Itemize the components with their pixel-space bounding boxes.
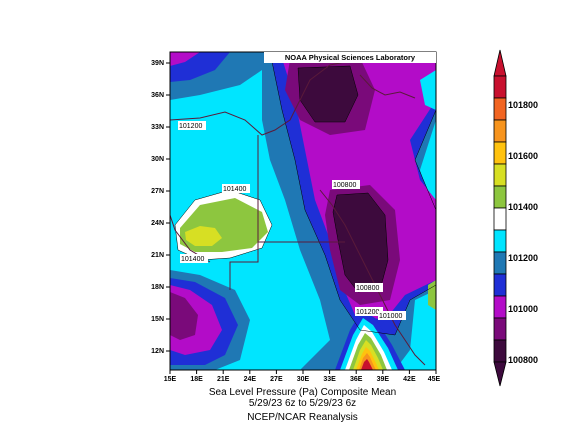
lon-tick: 42E	[403, 376, 416, 383]
lon-tick: 27E	[270, 376, 283, 383]
colorbar-arrow-bottom	[493, 361, 507, 387]
lat-tick-labels: 39N 36N 33N 30N 27N 24N 21N 18N 15N 12N	[151, 60, 164, 355]
colorbar-segment	[493, 295, 507, 319]
lon-tick-labels: 15E 18E 21E 24E 27E 30E 33E 36E 39E 42E …	[164, 376, 441, 383]
lon-tick: 24E	[244, 376, 257, 383]
colorbar-segment	[493, 141, 507, 165]
colorbar-label: 101000	[508, 304, 538, 314]
contour-label: 101400	[181, 256, 204, 263]
colorbar-labels: 101800 101600 101400 101200 101000 10080…	[508, 100, 538, 365]
caption-line-3: NCEP/NCAR Reanalysis	[247, 412, 358, 423]
lat-tick-marks	[166, 62, 170, 352]
lat-tick: 39N	[151, 60, 164, 67]
colorbar-segment	[493, 163, 507, 187]
colorbar-arrow-top	[493, 49, 507, 77]
lat-tick: 18N	[151, 284, 164, 291]
lat-tick: 21N	[151, 252, 164, 259]
caption-line-1: Sea Level Pressure (Pa) Composite Mean	[208, 387, 397, 398]
lon-tick: 33E	[323, 376, 336, 383]
colorbar-segment	[493, 185, 507, 209]
lon-tick: 30E	[297, 376, 310, 383]
lat-tick: 15N	[151, 316, 164, 323]
lon-tick: 36E	[350, 376, 363, 383]
contour-label: 101200	[179, 123, 202, 130]
contour-label: 101400	[223, 186, 246, 193]
lon-tick: 39E	[377, 376, 390, 383]
lat-tick: 30N	[151, 156, 164, 163]
lat-tick: 33N	[151, 124, 164, 131]
colorbar-label: 101200	[508, 253, 538, 263]
contour-label: 100800	[333, 182, 356, 189]
colorbar-label: 101400	[508, 202, 538, 212]
lat-tick: 36N	[151, 92, 164, 99]
colorbar-segment	[493, 251, 507, 275]
lon-tick: 21E	[217, 376, 230, 383]
colorbar-label: 101800	[508, 100, 538, 110]
lat-tick: 27N	[151, 188, 164, 195]
contour-label: 100800	[356, 285, 379, 292]
colorbar-label: 101600	[508, 151, 538, 161]
contour-label: 101000	[379, 313, 402, 320]
credit-label: NOAA Physical Sciences Laboratory	[264, 52, 436, 63]
colorbar-segment	[493, 75, 507, 99]
lon-tick: 45E	[428, 376, 441, 383]
colorbar-label: 100800	[508, 355, 538, 365]
lon-tick: 15E	[164, 376, 177, 383]
caption-line-2: 5/29/23 6z to 5/29/23 6z	[248, 398, 357, 409]
map-field	[170, 52, 436, 370]
colorbar-segment	[493, 119, 507, 143]
colorbar	[493, 49, 507, 387]
lat-tick: 24N	[151, 220, 164, 227]
colorbar-segment	[493, 229, 507, 253]
colorbar-segment	[493, 273, 507, 297]
colorbar-segment	[493, 339, 507, 363]
colorbar-segment	[493, 97, 507, 121]
lon-tick-marks	[169, 370, 437, 374]
lat-tick: 12N	[151, 348, 164, 355]
contour-label: 101200	[356, 309, 379, 316]
contour-labels: 101200 101400 101400 100800 100800 10120…	[178, 121, 406, 320]
colorbar-segment	[493, 207, 507, 231]
lon-tick: 18E	[190, 376, 203, 383]
colorbar-segment	[493, 317, 507, 341]
